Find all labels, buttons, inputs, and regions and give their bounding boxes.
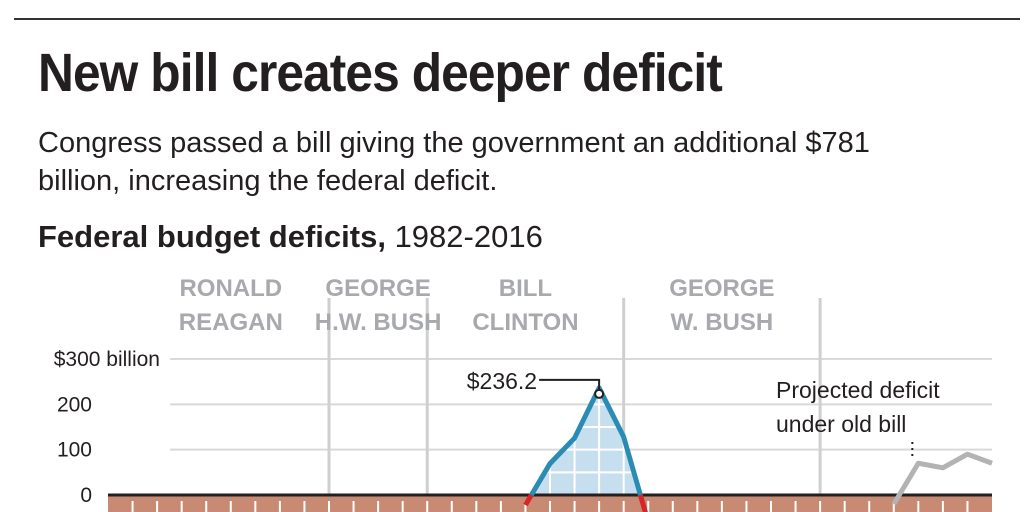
chart-title-range: 1982-2016 <box>385 219 543 254</box>
peak-marker <box>594 388 605 399</box>
era-label-2-0: BILL <box>499 275 552 302</box>
era-label-2-1: CLINTON <box>472 309 578 336</box>
y-tick-0: 0 <box>80 484 92 507</box>
subtitle: Congress passed a bill giving the govern… <box>38 127 870 197</box>
era-label-1-0: GEORGE <box>325 275 430 302</box>
surplus-line <box>529 385 643 497</box>
y-tick-300: $300 billion <box>54 348 160 371</box>
headline: New bill creates deeper deficit <box>38 43 723 103</box>
era-label-3-0: GEORGE <box>669 275 774 302</box>
projected-label-1: under old bill <box>776 411 906 437</box>
projected-label-0: Projected deficit <box>776 377 940 403</box>
y-tick-100: 100 <box>57 439 92 462</box>
peak-label: $236.2 <box>467 368 537 394</box>
deficit-line-right <box>637 494 648 512</box>
y-tick-200: 200 <box>57 393 92 416</box>
top-rule <box>14 18 1020 20</box>
chart-title-bold: Federal budget deficits, <box>38 219 386 254</box>
era-label-0-1: REAGAN <box>179 309 283 336</box>
deficit-line-left <box>523 493 534 507</box>
era-label-1-1: H.W. BUSH <box>315 309 442 336</box>
projected-line <box>891 451 993 506</box>
peak-leader <box>539 378 601 390</box>
surplus-area <box>531 387 641 495</box>
chart-title: Federal budget deficits, 1982-2016 <box>38 219 543 255</box>
era-label-3-1: W. BUSH <box>671 309 774 336</box>
era-label-0-0: RONALD <box>179 275 282 302</box>
